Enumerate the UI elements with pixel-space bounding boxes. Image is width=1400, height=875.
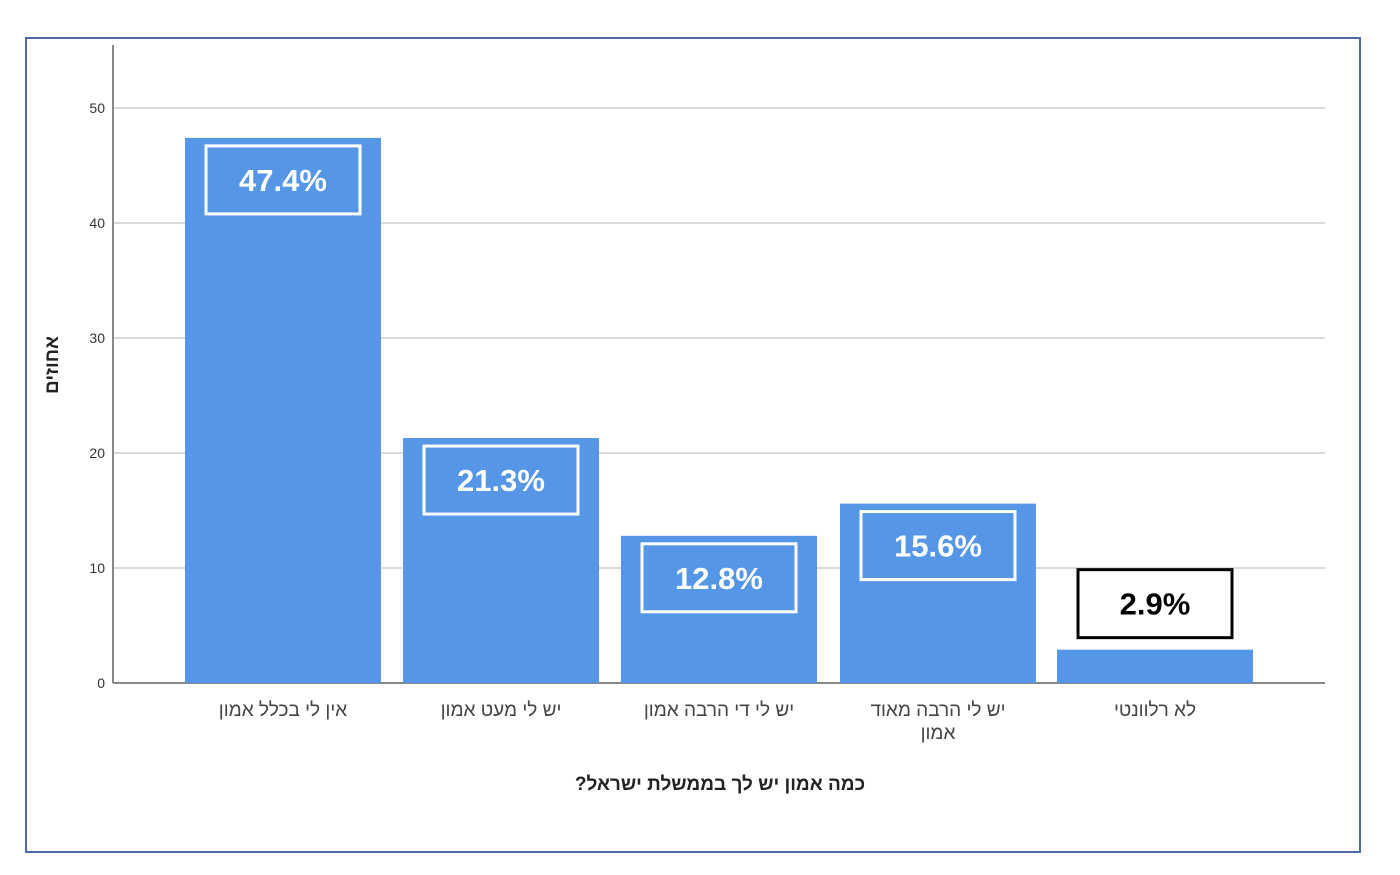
y-tick-label: 30 — [89, 330, 105, 346]
y-axis-title: אחוזים — [42, 336, 63, 394]
data-label: 21.3% — [457, 463, 545, 498]
x-axis-title: כמה אמון יש לך בממשלת ישראל? — [575, 774, 865, 795]
x-tick-label: יש לי הרבה מאוד — [870, 700, 1005, 721]
data-label: 47.4% — [239, 163, 327, 198]
y-tick-label: 0 — [97, 675, 105, 691]
axis-labels: 0 10 20 30 40 50 אין לי בכלל אמון יש לי מעט אמו… — [89, 100, 1196, 744]
x-tick-label: יש לי די הרבה אמון — [644, 700, 794, 721]
y-tick-label: 50 — [89, 100, 105, 116]
data-label-box — [204, 144, 362, 216]
y-tick-label: 20 — [89, 445, 105, 461]
data-label-box — [1076, 568, 1234, 640]
x-tick-label: יש לי מעט אמון — [441, 700, 562, 721]
data-label-box — [859, 510, 1017, 582]
x-tick-label: לא רלוונטי — [1114, 700, 1196, 721]
x-tick-label: אמון — [921, 723, 956, 744]
x-tick-label: אין לי בכלל אמון — [219, 700, 347, 721]
bar — [403, 438, 599, 683]
data-label-box — [422, 444, 580, 516]
y-tick-label: 40 — [89, 215, 105, 231]
y-tick-label: 10 — [89, 560, 105, 576]
data-label: 12.8% — [675, 561, 763, 596]
bar — [840, 503, 1036, 683]
bar — [621, 535, 817, 683]
data-label: 2.9% — [1120, 587, 1191, 622]
data-labels: 47.4% 21.3% 12.8% 15.6% 2.9% — [204, 144, 1234, 640]
data-label-box — [640, 542, 798, 614]
bar — [1057, 649, 1253, 683]
bar — [185, 137, 381, 683]
bars — [185, 137, 1253, 683]
data-label: 15.6% — [894, 529, 982, 564]
